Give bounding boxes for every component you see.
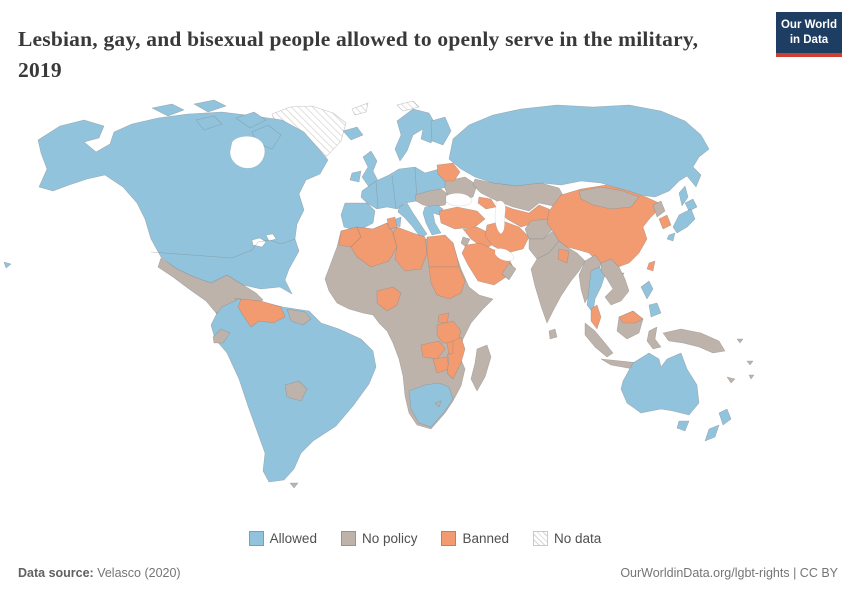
region-egypt[interactable] <box>426 234 460 268</box>
region-finland[interactable] <box>430 116 452 146</box>
region-iran[interactable] <box>484 220 530 254</box>
hudson-bay <box>229 135 266 169</box>
us-canada-border <box>150 238 296 259</box>
region-hawaii[interactable] <box>3 261 12 269</box>
region-belarus[interactable] <box>436 162 461 182</box>
region-libya[interactable] <box>392 226 428 272</box>
data-source: Data source: Velasco (2020) <box>18 566 181 580</box>
region-scandinavia[interactable] <box>394 108 438 162</box>
page-title: Lesbian, gay, and bisexual people allowe… <box>18 27 699 82</box>
credit-link[interactable]: OurWorldinData.org/lgbt-rights | CC BY <box>620 566 838 580</box>
region-indochina[interactable] <box>600 258 630 306</box>
region-north-korea[interactable] <box>652 200 666 218</box>
region-canadian-arctic-islands[interactable] <box>151 99 282 150</box>
region-caucasus[interactable] <box>477 196 497 210</box>
region-borneo-malaysia[interactable] <box>618 310 644 324</box>
region-new-guinea[interactable] <box>662 328 726 354</box>
region-iberia[interactable] <box>340 202 376 232</box>
legend-item-banned[interactable]: Banned <box>441 531 509 546</box>
region-mozambique[interactable] <box>446 336 466 380</box>
region-north-america[interactable] <box>37 111 329 295</box>
legend-swatch-banned <box>441 531 457 546</box>
region-svalbard[interactable] <box>351 100 420 116</box>
region-tasmania[interactable] <box>676 420 690 432</box>
caspian-sea <box>494 200 506 235</box>
region-ireland[interactable] <box>349 170 362 183</box>
footer: Data source: Velasco (2020) OurWorldinDa… <box>18 566 838 580</box>
region-taiwan[interactable] <box>646 260 656 272</box>
black-sea <box>445 193 473 207</box>
legend-label-no-data: No data <box>554 531 602 546</box>
legend-item-allowed[interactable]: Allowed <box>248 531 317 546</box>
region-malaysia-peninsula[interactable] <box>590 304 602 330</box>
region-australia[interactable] <box>620 352 700 416</box>
region-fiji[interactable] <box>748 374 755 380</box>
legend-label-banned: Banned <box>462 531 510 546</box>
region-philippines[interactable] <box>640 280 662 318</box>
owid-logo-accent-bar <box>776 52 842 57</box>
legend-swatch-no-policy <box>340 531 356 546</box>
region-sumatra[interactable] <box>584 322 614 358</box>
region-algeria[interactable] <box>350 222 398 268</box>
region-mongolia[interactable] <box>578 186 640 210</box>
persian-gulf <box>494 248 515 262</box>
region-kazakhstan[interactable] <box>472 178 566 212</box>
region-madagascar[interactable] <box>470 344 492 392</box>
region-oman[interactable] <box>501 262 517 281</box>
map-legend: Allowed No policy Banned No data <box>0 531 850 546</box>
owid-logo-text: Our World in Data <box>780 19 837 46</box>
region-sudan[interactable] <box>428 266 466 300</box>
legend-label-allowed: Allowed <box>269 531 317 546</box>
owid-logo[interactable]: Our World in Data <box>776 12 842 57</box>
region-greece[interactable] <box>422 204 444 236</box>
region-paraguay[interactable] <box>284 380 308 402</box>
region-guyana-suriname[interactable] <box>286 308 312 326</box>
region-south-korea[interactable] <box>658 214 672 230</box>
region-sakhalin[interactable] <box>678 185 689 207</box>
legend-item-no-data[interactable]: No data <box>533 531 601 546</box>
world-choropleth-map <box>3 99 755 489</box>
region-iceland[interactable] <box>342 126 364 141</box>
region-sulawesi[interactable] <box>646 326 662 350</box>
region-venezuela[interactable] <box>237 298 286 328</box>
region-new-caledonia[interactable] <box>726 376 736 384</box>
region-ecuador[interactable] <box>212 328 231 344</box>
region-zambia[interactable] <box>420 340 446 360</box>
region-south-africa[interactable] <box>408 382 454 428</box>
region-new-zealand[interactable] <box>704 408 732 442</box>
region-sri-lanka[interactable] <box>548 328 558 340</box>
region-japan[interactable] <box>666 198 698 242</box>
region-falkland-islands[interactable] <box>289 482 299 489</box>
region-balkans[interactable] <box>414 188 450 208</box>
legend-swatch-allowed <box>248 531 264 546</box>
great-lakes <box>251 233 277 248</box>
region-pacific-islands[interactable] <box>736 338 754 366</box>
legend-item-no-policy[interactable]: No policy <box>340 531 418 546</box>
legend-label-no-policy: No policy <box>361 531 418 546</box>
region-nigeria[interactable] <box>376 286 402 312</box>
region-tunisia[interactable] <box>386 216 398 230</box>
region-lesotho[interactable] <box>434 400 442 408</box>
region-turkey[interactable] <box>438 206 486 230</box>
legend-swatch-no-data <box>533 531 549 546</box>
region-bangladesh[interactable] <box>557 248 570 264</box>
